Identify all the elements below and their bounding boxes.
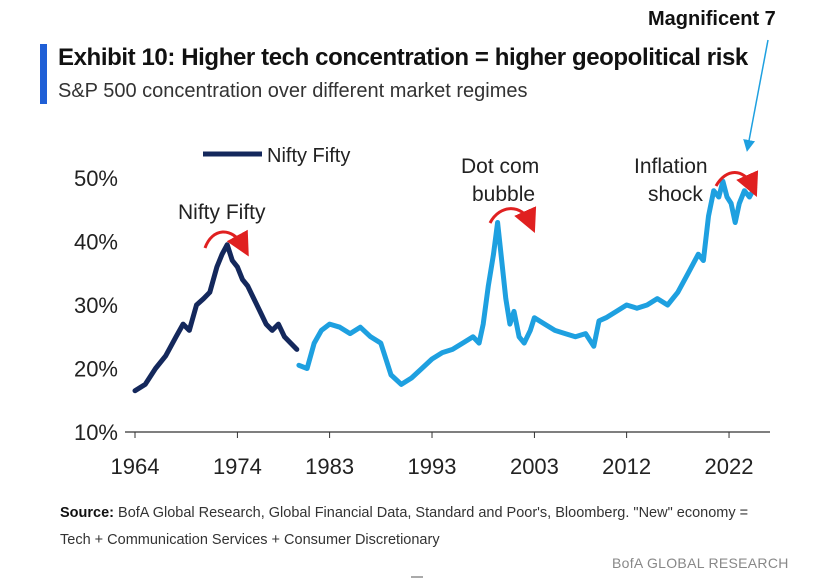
annotation-dotcom-line1: Dot com: [461, 155, 539, 178]
x-tick-label: 2003: [510, 454, 559, 479]
x-tick-label: 1983: [305, 454, 354, 479]
arrow-magnificent-7: [743, 39, 769, 152]
x-axis-ticks: 1964 1974 1983 1993 2003 2012 2022: [111, 432, 754, 479]
x-tick-label: 2012: [602, 454, 651, 479]
y-tick-label: 30%: [74, 293, 118, 318]
brand-footer: BofA GLOBAL RESEARCH: [612, 555, 789, 571]
series-line-modern: [296, 178, 758, 387]
source-label: Source:: [60, 505, 114, 521]
divider-mark: [411, 576, 423, 578]
y-tick-label: 20%: [74, 357, 118, 382]
source-text: BofA Global Research, Global Financial D…: [60, 505, 749, 548]
arrow-inflation: [714, 170, 759, 197]
annotation-inflation-line2: shock: [648, 183, 703, 206]
x-tick-label: 1993: [408, 454, 457, 479]
annotation-dotcom-line2: bubble: [472, 183, 535, 206]
arrow-dotcom: [488, 206, 537, 233]
chart-title: Exhibit 10: Higher tech concentration = …: [58, 44, 748, 71]
y-tick-label: 10%: [74, 420, 118, 445]
annotation-nifty-fifty: Nifty Fifty: [178, 201, 266, 224]
y-tick-label: 50%: [74, 166, 118, 191]
series-line-nifty-fifty: [132, 242, 300, 394]
y-axis-ticks: 10% 20% 30% 40% 50%: [74, 166, 118, 445]
arrow-nifty-fifty: [203, 229, 249, 257]
accent-bar: [40, 44, 47, 104]
source-note: Source: BofA Global Research, Global Fin…: [60, 500, 780, 554]
chart-subtitle: S&P 500 concentration over different mar…: [58, 80, 528, 102]
magnificent-7-callout: Magnificent 7: [648, 8, 776, 30]
legend-label-nifty-fifty: Nifty Fifty: [267, 145, 350, 167]
x-tick-label: 1964: [111, 454, 160, 479]
x-tick-label: 1974: [213, 454, 262, 479]
y-tick-label: 40%: [74, 230, 118, 255]
annotation-inflation-line1: Inflation: [634, 155, 708, 178]
x-tick-label: 2022: [705, 454, 754, 479]
